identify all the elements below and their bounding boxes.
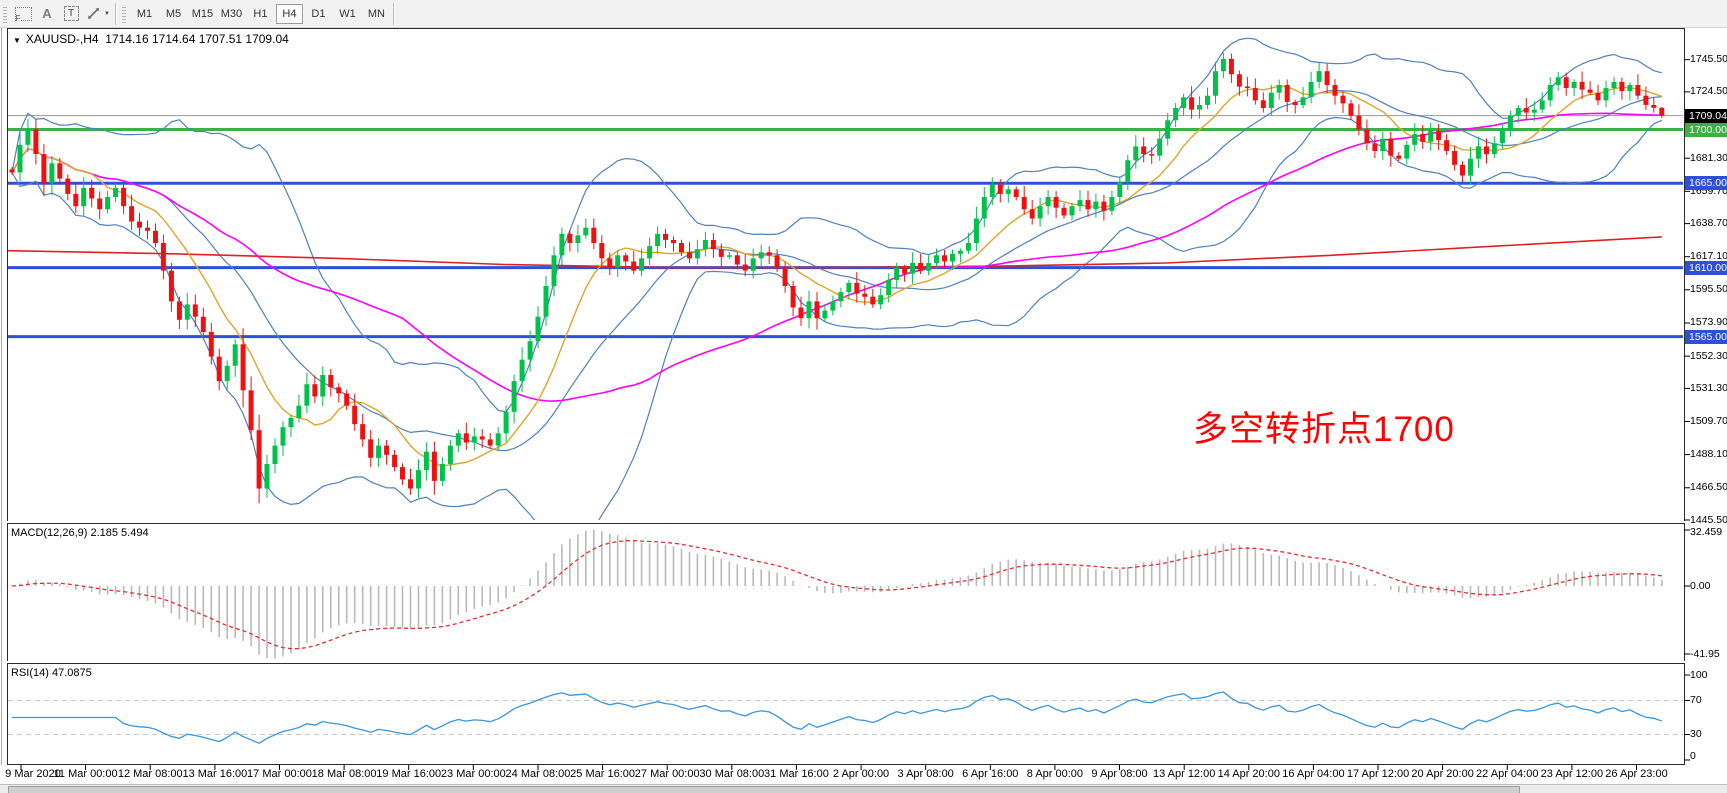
- time-axis-label: 17 Mar 00:00: [247, 768, 312, 780]
- price-tick-label: 1573.90: [1690, 316, 1727, 329]
- time-axis-label: 31 Mar 16:00: [764, 768, 829, 780]
- template-grid-icon: F: [14, 6, 32, 23]
- timeframe-button-m30[interactable]: M30: [218, 4, 245, 24]
- time-axis-label: 30 Mar 08:00: [699, 768, 765, 780]
- macd-axis-label: -41.95: [1690, 647, 1720, 660]
- time-axis-label: 24 Mar 08:00: [505, 768, 571, 780]
- time-axis-label: 20 Apr 20:00: [1411, 768, 1474, 780]
- macd-indicator-label: MACD(12,26,9) 2.185 5.494: [11, 527, 149, 539]
- timeframe-button-h4[interactable]: H4: [275, 3, 303, 24]
- price-tick-label: 1617.10: [1690, 250, 1727, 263]
- main-toolbar: F A T ▼ M1 M5 M15 M30 H1 H4 D1 W1 MN: [0, 0, 1727, 28]
- macd-axis-label: 32.459: [1690, 526, 1723, 538]
- toolbar-separator: [114, 2, 117, 25]
- time-axis-label: 2 Apr 00:00: [832, 768, 890, 780]
- time-axis-label: 23 Apr 12:00: [1540, 768, 1604, 780]
- timeframe-button-w1[interactable]: W1: [334, 4, 361, 24]
- time-axis-label: 16 Apr 04:00: [1282, 768, 1345, 780]
- price-tick-label: 1445.50: [1690, 513, 1727, 526]
- panel-separator[interactable]: [7, 521, 1685, 523]
- ohlc-values: 1714.16 1714.64 1707.51 1709.04: [105, 32, 289, 46]
- time-axis-label: 3 Apr 08:00: [897, 768, 954, 780]
- price-tick-label: 1531.30: [1690, 381, 1727, 394]
- time-axis-label: 9 Apr 08:00: [1091, 768, 1148, 780]
- timeframe-button-m1[interactable]: M1: [131, 4, 158, 24]
- text-a-icon: A: [42, 6, 52, 21]
- timeframe-button-m15[interactable]: M15: [189, 4, 216, 24]
- price-tick-label: 1724.50: [1690, 85, 1727, 98]
- rsi-indicator-label: RSI(14) 47.0875: [11, 667, 92, 679]
- scrollbar-thumb[interactable]: [8, 786, 1520, 793]
- price-axis[interactable]: 1745.50 1724.50 1681.30 1659.70 1638.70 1617.…: [1685, 28, 1727, 765]
- time-axis-label: 12 Mar 08:00: [117, 768, 183, 780]
- horizontal-scrollbar[interactable]: [0, 784, 1727, 793]
- time-axis-label: 22 Apr 04:00: [1476, 768, 1539, 780]
- time-axis-label: 11 Mar 00:00: [53, 768, 118, 780]
- chart-annotation-text: 多空转折点1700: [1193, 410, 1455, 449]
- diagonal-arrows-icon: [88, 8, 99, 19]
- chart-menu-arrow-icon[interactable]: ▼: [13, 36, 21, 45]
- dropdown-caret-icon: ▼: [104, 10, 110, 17]
- time-axis-label: 18 Mar 08:00: [311, 768, 377, 780]
- window-left-edge: [1, 28, 2, 784]
- price-tick-label: 1509.70: [1690, 414, 1727, 427]
- time-axis-label: 14 Apr 20:00: [1217, 768, 1280, 780]
- timeframe-button-h1[interactable]: H1: [247, 4, 274, 24]
- current-price-label: 1709.04: [1685, 108, 1727, 123]
- price-tick-label: 1466.50: [1690, 481, 1727, 494]
- time-axis-label: 27 Mar 00:00: [634, 768, 700, 780]
- time-axis-label: 9 Mar 2020: [5, 768, 61, 780]
- level-price-label: 1565.00: [1685, 329, 1727, 344]
- rsi-axis-label: 30: [1690, 728, 1702, 740]
- timeframe-toolbar: M1 M5 M15 M30 H1 H4 D1 W1 MN: [130, 3, 391, 24]
- timeframe-toolbar-grip[interactable]: [121, 4, 126, 23]
- timeframe-button-mn[interactable]: MN: [363, 4, 390, 24]
- time-axis-label: 8 Apr 00:00: [1026, 768, 1084, 780]
- toolbar-separator: [392, 2, 395, 25]
- rsi-axis-label: 100: [1690, 668, 1708, 681]
- text-box-icon: T: [63, 6, 79, 21]
- chart-title: ▼ XAUUSD-,H4 1714.16 1714.64 1707.51 1709…: [13, 32, 289, 46]
- time-axis-label: 13 Mar 16:00: [182, 768, 248, 780]
- time-axis-label: 25 Mar 16:00: [570, 768, 635, 780]
- price-tick-label: 1488.10: [1690, 448, 1727, 461]
- timeframe-button-m5[interactable]: M5: [160, 4, 187, 24]
- text-box-button[interactable]: T: [59, 3, 83, 25]
- time-axis-label: 17 Apr 12:00: [1346, 768, 1410, 780]
- toolbar-grip[interactable]: [3, 4, 7, 23]
- macd-axis-label: 0.00: [1690, 579, 1711, 592]
- template-button[interactable]: F: [11, 3, 35, 25]
- price-tick-label: 1681.30: [1690, 151, 1727, 164]
- level-price-label: 1610.00: [1685, 260, 1727, 275]
- time-axis[interactable]: 9 Mar 2020 11 Mar 00:00 12 Mar 08:00 13 Mar…: [0, 765, 1727, 784]
- time-axis-label: 19 Mar 16:00: [376, 768, 442, 780]
- price-tick-label: 1745.50: [1690, 53, 1727, 66]
- price-tick-label: 1638.70: [1690, 217, 1727, 230]
- text-label-button[interactable]: A: [35, 3, 59, 25]
- price-tick-label: 1552.30: [1690, 349, 1727, 362]
- level-price-label: 1700.00: [1685, 122, 1727, 137]
- rsi-panel[interactable]: [7, 663, 1685, 765]
- time-axis-label: 23 Mar 00:00: [440, 768, 506, 780]
- rsi-axis-label: 70: [1690, 694, 1702, 706]
- macd-panel[interactable]: [7, 523, 1685, 662]
- time-axis-label: 6 Apr 16:00: [962, 768, 1019, 780]
- timeframe-button-d1[interactable]: D1: [305, 4, 332, 24]
- time-axis-label: 13 Apr 12:00: [1152, 768, 1216, 780]
- price-tick-label: 1595.50: [1690, 283, 1727, 296]
- time-axis-label: 26 Apr 23:00: [1605, 768, 1668, 780]
- rsi-axis-label: 0: [1690, 750, 1696, 762]
- panel-separator[interactable]: [7, 661, 1685, 663]
- level-price-label: 1665.00: [1685, 176, 1727, 191]
- cursor-mode-button[interactable]: ▼: [83, 3, 113, 25]
- symbol-period-label: XAUUSD-,H4: [25, 32, 99, 46]
